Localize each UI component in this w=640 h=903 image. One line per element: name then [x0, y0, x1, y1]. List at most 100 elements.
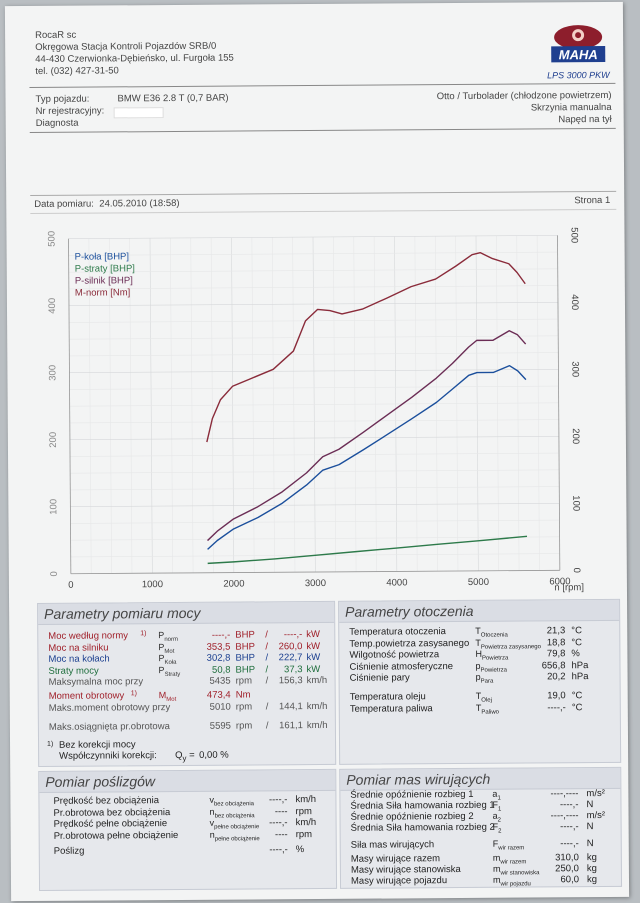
env-row-symbol-sub: Para	[480, 678, 494, 685]
mass-row-unit: N	[586, 838, 594, 850]
y-axis-right-line	[557, 235, 561, 571]
y-left-tick-label: 0	[49, 571, 60, 576]
moment-label: Moment obrotowy	[48, 690, 125, 702]
grid-line-horizontal	[69, 419, 559, 424]
power-row-value-kw: 37,3	[283, 663, 303, 675]
power-row-value-bhp: 5435	[209, 675, 231, 687]
grid-line-horizontal	[68, 285, 558, 290]
max-rpm-unit: rpm	[235, 720, 253, 732]
power-row-value-bhp: 50,8	[211, 664, 231, 676]
registration-redacted	[113, 104, 164, 122]
power-panel: Parametry pomiaru mocy Moc według normy 1…	[37, 600, 337, 767]
power-row-value-bhp: 353,5	[206, 641, 231, 653]
env-row-label: Temperatura oleju	[349, 691, 426, 703]
mass-panel: Pomiar mas wirujących Średnie opóźnienie…	[339, 766, 623, 891]
slip-row-label: Prędkość bez obciążenia	[53, 795, 160, 807]
env-row-label: Temperatura paliwa	[349, 702, 433, 715]
engine-type: Otto / Turbolader (chłodzone powietrzem)	[436, 89, 612, 103]
slip-row-label: Prędkość pełne obciążenie	[53, 818, 168, 830]
y-right-tick-label: 200	[570, 428, 581, 444]
x-tick-label: 0	[68, 580, 73, 591]
brand-label: MAHA	[559, 47, 598, 62]
power-row-value-bhp: 302,8	[206, 652, 231, 664]
y-right-tick-label: 500	[568, 227, 579, 243]
env-row-value: 18,8	[546, 636, 566, 648]
mass-row-label: Średnie opóźnienie rozbieg 1	[350, 788, 474, 801]
series-line-1	[207, 535, 528, 565]
y-right-tick-label: 100	[570, 495, 581, 511]
mass-row-label: Masy wirujące pojazdu	[350, 875, 448, 887]
power-row-value-kw: 260,0	[278, 640, 303, 652]
grid-line-horizontal	[69, 402, 559, 407]
measure-date-label: Data pomiaru:	[34, 198, 94, 210]
slip-row-value: ----,-	[268, 794, 288, 806]
measure-date-value: 24.05.2010 (18:58)	[99, 197, 180, 210]
environment-panel: Parametry otoczenia Temperatura otoczeni…	[338, 598, 622, 765]
mass-row-value: ----,-	[560, 838, 579, 850]
mass-row-value: 60,0	[560, 874, 580, 886]
correction-qsub: y	[182, 753, 187, 763]
maha-logo: MAHA LPS 3000 PKW	[545, 24, 611, 82]
y-left-tick-label: 300	[47, 365, 58, 381]
power-row-note: 1)	[140, 630, 147, 638]
report-sheet: RocaR sc Okręgowa Stacja Kontroli Pojazd…	[4, 1, 630, 902]
slip-panel-title: Pomiar poślizgów	[45, 773, 156, 790]
mass-row-symbol-letter: m	[492, 852, 501, 863]
y-right-tick-label: 400	[569, 294, 580, 310]
moment-at-rpm-unit: rpm	[235, 701, 253, 713]
moment-value: 473,4	[206, 689, 231, 701]
slip-panel: Pomiar poślizgów Prędkość bez obciążenia…	[38, 768, 338, 891]
header-divider	[29, 82, 616, 88]
power-row-unit-kw: kW	[306, 651, 321, 664]
env-row-symbol: pPara	[476, 672, 494, 688]
slip-row-unit: %	[295, 844, 305, 856]
grid-line-horizontal	[69, 335, 559, 340]
maha-emblem-icon: MAHA	[551, 25, 606, 63]
x-axis-line	[70, 569, 560, 575]
grid-line-horizontal	[69, 352, 559, 357]
grid-line-horizontal	[68, 302, 558, 307]
diagnostician-label: Diagnosta	[35, 117, 79, 129]
mass-row-symbol-sub: 2	[498, 828, 502, 835]
legend-entry: P-silnik [BHP]	[75, 275, 133, 286]
moment-at-speed: 144,1	[278, 701, 303, 713]
slip-row-value: ----	[274, 805, 288, 817]
env-row-value: 656,8	[541, 659, 566, 671]
power-row-label: Moc według normy	[48, 630, 129, 642]
moment-note: 1)	[130, 690, 137, 698]
power-row-label: Straty mocy	[48, 665, 99, 677]
mass-row-label: Średnie opóźnienie rozbieg 2	[350, 810, 474, 823]
env-row-value: 20,2	[547, 671, 566, 683]
slip-row-value: ----,-	[269, 817, 288, 829]
power-row-value-kw: ----,-	[283, 629, 303, 641]
y-right-tick-label: 0	[571, 568, 582, 573]
mass-row-value: ----,----	[550, 810, 579, 822]
power-row-label: Maksymalna moc przy	[48, 676, 144, 688]
series-line-0	[207, 364, 527, 550]
legend-entry: P-straty [BHP]	[75, 263, 135, 274]
env-row-value: ----,-	[547, 701, 566, 713]
correction-value: 0,00 %	[199, 749, 229, 761]
mass-row-value: ----,----	[550, 788, 579, 800]
slip-row-unit: rpm	[295, 828, 313, 840]
power-row-label: Moc na kołach	[48, 653, 110, 665]
max-rpm-speed-unit: km/h	[306, 719, 328, 732]
env-row-value: 19,0	[547, 690, 566, 702]
slip-row-label: Pr.obrotowa bez obciążenia	[53, 806, 171, 819]
mass-row-unit: N	[586, 821, 594, 833]
mass-row-unit: m/s²	[586, 809, 606, 822]
power-row-symbol: PStraty	[158, 664, 180, 680]
mass-row-value: ----,-	[560, 821, 579, 833]
mass-row-symbol: mwir pojazdu	[493, 875, 531, 891]
x-tick-label: 5000	[468, 577, 489, 588]
power-row-value-bhp: ----,-	[211, 629, 231, 641]
env-row-label: Temperatura otoczenia	[349, 626, 446, 638]
mass-row-symbol-letter: m	[492, 874, 501, 885]
x-tick-label: 1000	[142, 579, 163, 590]
slip-row-unit: km/h	[295, 817, 317, 829]
grid-line-horizontal	[70, 536, 560, 541]
y-left-tick-label: 200	[48, 432, 59, 448]
env-row-symbol-sub: Paliwo	[481, 709, 500, 716]
x-tick-label: 2000	[223, 579, 244, 590]
moment-at-label: Maks.moment obrotowy przy	[48, 702, 171, 714]
